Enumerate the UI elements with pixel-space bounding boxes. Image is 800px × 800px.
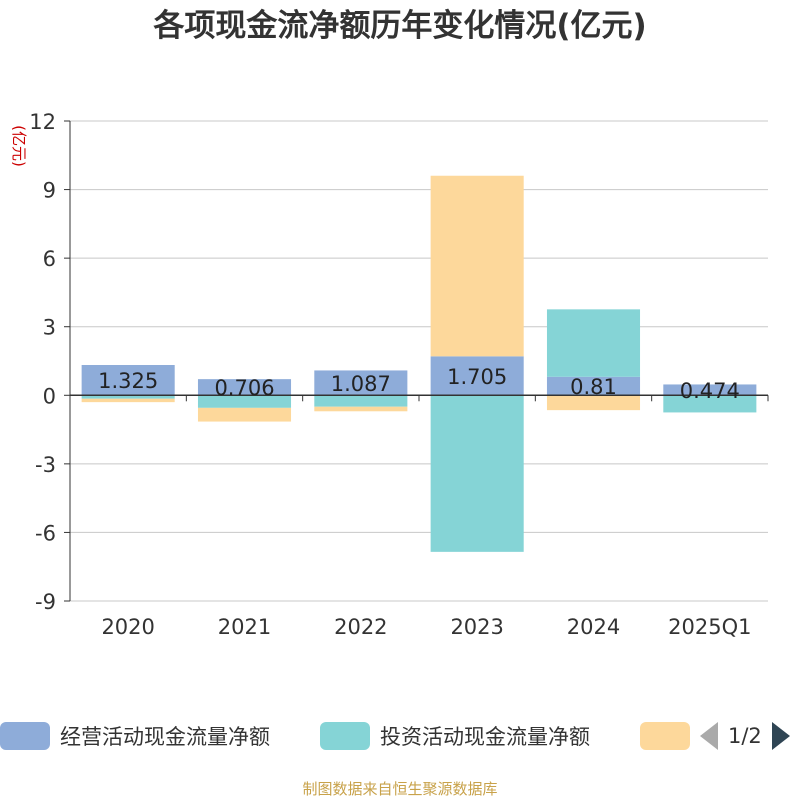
data-label: 0.706	[214, 376, 274, 400]
source-note: 制图数据来自恒生聚源数据库	[302, 780, 498, 798]
y-tick-label: 9	[43, 179, 56, 203]
y-tick-label: -3	[35, 453, 56, 477]
x-tick-label: 2025Q1	[668, 615, 751, 639]
bar-operating-2021	[197, 379, 292, 396]
bar-financing-2020	[81, 398, 175, 403]
data-labels: 1.325 0.706 1.087 1.705 0.81 0.474	[98, 365, 740, 403]
bar-financing-2024	[546, 395, 641, 411]
bars	[81, 175, 757, 552]
bar-investing-2021	[197, 395, 292, 408]
x-tick-label: 2022	[334, 615, 387, 639]
x-tick-label: 2021	[218, 615, 271, 639]
bar-operating-2020	[81, 365, 175, 396]
bar-investing-2020	[81, 395, 175, 399]
y-tick-label: -9	[35, 590, 56, 614]
x-tick-label: 2024	[567, 615, 620, 639]
legend-label-operating: 经营活动现金流量净额	[60, 725, 270, 749]
data-label: 1.087	[331, 372, 391, 396]
bar-operating-2022	[314, 370, 408, 396]
data-label: 0.474	[680, 379, 740, 403]
legend-swatch-operating	[0, 722, 50, 750]
bar-investing-2022	[314, 395, 408, 407]
data-label: 1.325	[98, 369, 158, 393]
bar-investing-2025Q1	[663, 395, 757, 413]
data-label: 0.81	[570, 375, 617, 399]
axes: -9 -6 -3 0 3 6 9 12(亿元) 2020 2021 2022 2023 2024 2025…	[10, 110, 769, 639]
bar-operating-2023	[430, 356, 524, 396]
bar-operating-2025Q1	[663, 384, 757, 396]
x-tick-label: 2023	[450, 615, 503, 639]
legend-item-operating[interactable]: 经营活动现金流量净额	[0, 716, 270, 756]
legend-item-investing[interactable]: 投资活动现金流量净额	[320, 716, 590, 756]
legend-pager: 1/2	[700, 716, 790, 756]
y-tick-label: -6	[35, 521, 56, 545]
bar-financing-2021	[197, 407, 292, 422]
grid-lines	[70, 120, 768, 602]
y-axis-title: (亿元)	[10, 125, 28, 167]
bar-financing-2023	[430, 175, 524, 357]
legend: 经营活动现金流量净额 投资活动现金流量净额 1/2	[0, 716, 800, 756]
y-tick-label: 12	[29, 110, 56, 134]
chart-title: 各项现金流净额历年变化情况(亿元)	[153, 8, 647, 44]
bar-investing-2024	[546, 309, 641, 377]
legend-swatch-investing	[320, 722, 370, 750]
bar-investing-2023	[430, 395, 524, 552]
bar-financing-2022	[314, 406, 408, 412]
legend-label-investing: 投资活动现金流量净额	[380, 725, 590, 749]
y-tick-label: 0	[43, 384, 56, 408]
y-tick-label: 3	[43, 316, 56, 340]
y-tick-label: 6	[43, 247, 56, 271]
pager-page-text: 1/2	[728, 724, 762, 748]
pager-prev-icon[interactable]	[700, 722, 718, 750]
bar-operating-2024	[546, 376, 641, 396]
data-label: 1.705	[447, 365, 507, 389]
legend-item-financing[interactable]	[640, 716, 700, 756]
pager-next-icon[interactable]	[771, 722, 790, 750]
legend-swatch-financing	[640, 722, 690, 750]
x-tick-label: 2020	[101, 615, 154, 639]
